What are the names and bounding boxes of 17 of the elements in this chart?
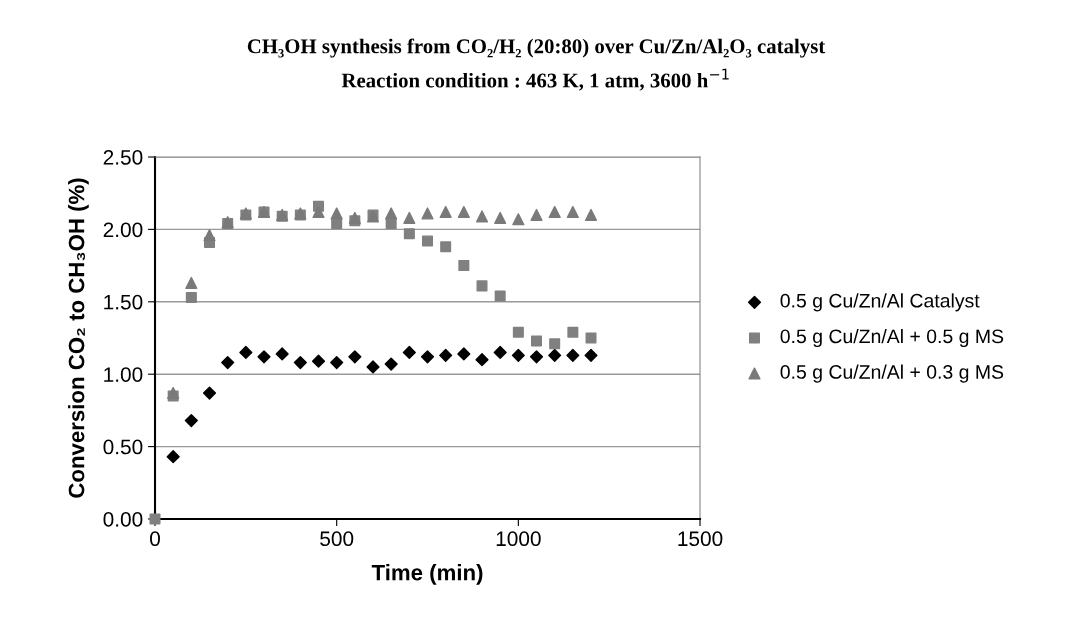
y-tick-label: 1.50 [104, 294, 143, 310]
legend-label: 0.5 g Cu/Zn/Al Catalyst [780, 293, 980, 312]
x-tick-label: 0 [150, 531, 160, 547]
x-tick-label: 500 [320, 531, 354, 547]
y-tick-label: 0.50 [103, 439, 143, 455]
chart-subtitle: Reaction condition : 463 K, 1 atm, 3600 h$^{−1}$ [341, 68, 729, 91]
y-tick-label: 2.50 [103, 150, 143, 165]
y-axis-title: Conversion CO₂ to CH₃OH (%) [68, 178, 89, 498]
x-tick-label: 1000 [496, 531, 541, 547]
legend-label: 0.5 g Cu/Zn/Al + 0.3 g MS [780, 364, 1004, 383]
legend-label: 0.5 g Cu/Zn/Al + 0.5 g MS [780, 328, 1004, 348]
y-tick-label: 2.00 [103, 222, 143, 238]
y-tick-label: 1.00 [104, 367, 143, 382]
chart-title: CH₃OH synthesis from CO₂/H₂ (20:80) over Cu/Zn/Al₂O₃ catalyst [247, 38, 826, 58]
x-axis-title: Time (min) [371, 564, 483, 585]
x-tick-label: 1500 [678, 531, 723, 547]
y-tick-label: 0.00 [103, 512, 143, 527]
